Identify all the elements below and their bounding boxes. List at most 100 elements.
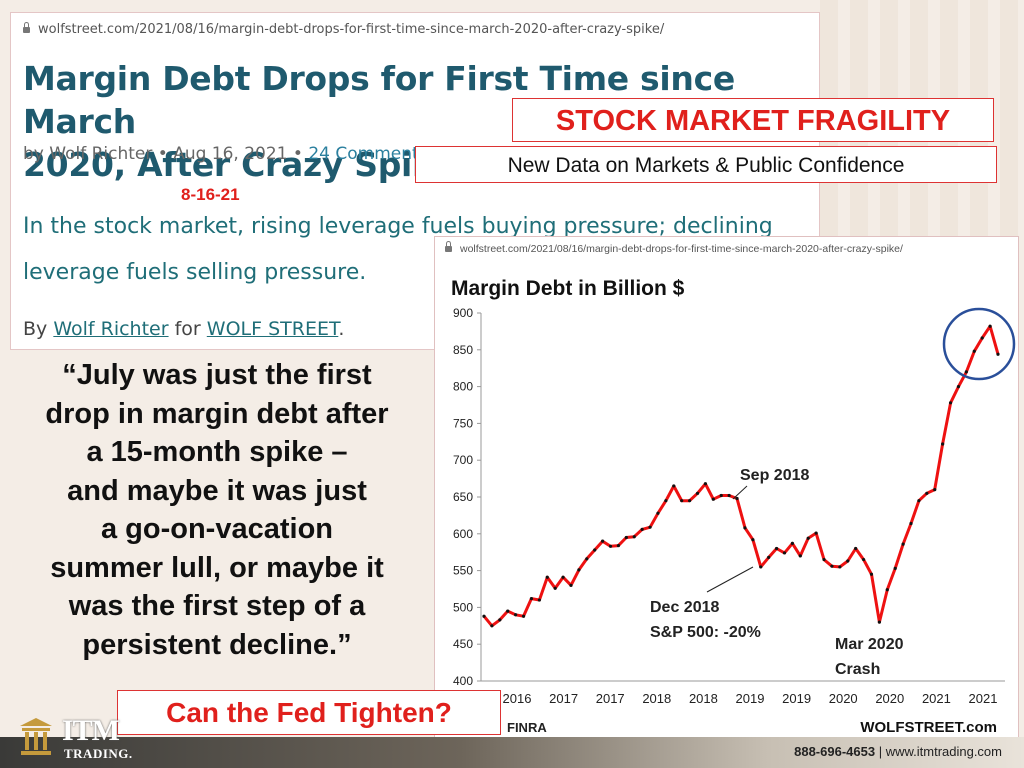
data-point bbox=[577, 568, 581, 572]
y-tick-label: 700 bbox=[453, 453, 473, 467]
x-tick-label: 2021 bbox=[922, 691, 951, 706]
quote-line: drop in margin debt after bbox=[45, 397, 389, 430]
data-point bbox=[925, 491, 929, 495]
data-point bbox=[569, 583, 573, 587]
author-link[interactable]: Wolf Richter bbox=[53, 318, 169, 340]
data-point bbox=[838, 565, 842, 569]
quote-line: persistent decline.” bbox=[82, 628, 352, 661]
data-point bbox=[632, 535, 636, 539]
data-point bbox=[917, 499, 921, 503]
data-point bbox=[624, 535, 628, 540]
data-point bbox=[672, 484, 676, 488]
x-tick-label: 2020 bbox=[875, 691, 904, 706]
y-tick-label: 400 bbox=[453, 674, 473, 688]
data-point bbox=[616, 543, 621, 548]
quote-line: summer lull, or maybe it bbox=[50, 551, 384, 584]
y-tick-label: 650 bbox=[453, 490, 473, 504]
pull-quote: “July was just the first drop in margin … bbox=[0, 356, 434, 664]
y-tick-label: 500 bbox=[453, 600, 473, 614]
slide-title-banner: STOCK MARKET FRAGILITY bbox=[512, 98, 994, 142]
headline-line-2: 2020, After Crazy Spike bbox=[23, 145, 455, 184]
article-url-text[interactable]: wolfstreet.com/2021/08/16/margin-debt-dr… bbox=[38, 22, 665, 37]
x-tick-label: 2017 bbox=[596, 691, 625, 706]
quote-line: was the first step of a bbox=[68, 590, 366, 622]
x-tick-label: 2021 bbox=[969, 691, 998, 706]
data-point bbox=[648, 525, 652, 529]
x-tick-label: 2016 bbox=[503, 691, 532, 706]
article-byline: by Wolf Richter • Aug 16, 2021 • 24 Comm… bbox=[23, 144, 428, 164]
data-point bbox=[956, 385, 961, 389]
chart-card: wolfstreet.com/2021/08/16/margin-debt-dr… bbox=[434, 236, 1019, 744]
data-point bbox=[869, 572, 874, 576]
footer-website[interactable]: www.itmtrading.com bbox=[885, 744, 1002, 759]
data-point bbox=[893, 566, 897, 570]
data-point bbox=[751, 538, 755, 542]
data-point bbox=[608, 544, 613, 548]
fed-callout: Can the Fed Tighten? bbox=[117, 690, 501, 735]
data-point bbox=[774, 546, 779, 551]
itm-logo[interactable]: ITM TRADING. bbox=[18, 712, 138, 768]
y-tick-label: 450 bbox=[453, 637, 473, 651]
y-tick-label: 750 bbox=[453, 416, 473, 430]
data-point bbox=[688, 499, 692, 503]
data-point bbox=[521, 614, 526, 618]
data-point bbox=[537, 598, 541, 602]
date-stamp: 8-16-21 bbox=[181, 185, 240, 204]
data-point bbox=[664, 499, 668, 503]
slide-subtitle-banner: New Data on Markets & Public Confidence bbox=[415, 146, 997, 183]
footer-phone[interactable]: 888-696-4653 bbox=[794, 744, 876, 759]
data-point bbox=[585, 557, 589, 561]
data-point bbox=[885, 588, 889, 592]
annotation-sep-2018: Sep 2018 bbox=[740, 467, 809, 484]
quote-line: a go-on-vacation bbox=[100, 513, 333, 545]
y-tick-label: 550 bbox=[453, 564, 473, 578]
article-lede: In the stock market, rising leverage fue… bbox=[23, 214, 773, 285]
data-point bbox=[759, 565, 763, 569]
article-url[interactable]: wolfstreet.com/2021/08/16/margin-debt-dr… bbox=[23, 22, 664, 37]
chart-url[interactable]: wolfstreet.com/2021/08/16/margin-debt-dr… bbox=[445, 241, 903, 255]
comments-link[interactable]: 24 Comments bbox=[308, 144, 428, 164]
data-point bbox=[964, 370, 968, 374]
data-point bbox=[972, 349, 976, 353]
data-point bbox=[933, 488, 937, 492]
data-point bbox=[498, 618, 502, 622]
annotation-mar-2020: Mar 2020 bbox=[835, 636, 904, 653]
chart-url-text[interactable]: wolfstreet.com/2021/08/16/margin-debt-dr… bbox=[460, 243, 903, 255]
data-point bbox=[695, 491, 700, 495]
data-point bbox=[506, 609, 510, 613]
data-point bbox=[822, 557, 826, 562]
data-point bbox=[743, 526, 747, 530]
chart-watermark: WOLFSTREET.com bbox=[860, 719, 997, 736]
author-prefix: By bbox=[23, 318, 54, 340]
quote-line: a 15-month spike – bbox=[86, 436, 348, 468]
data-point bbox=[545, 575, 549, 579]
data-point bbox=[711, 497, 715, 501]
data-point bbox=[798, 554, 802, 558]
logo-trading-text: TRADING. bbox=[64, 746, 133, 761]
author-end: . bbox=[338, 318, 345, 340]
data-point bbox=[727, 493, 731, 498]
data-point bbox=[988, 324, 992, 328]
footer-contact: 888-696-4653 | www.itmtrading.com bbox=[794, 744, 1002, 759]
byline-separator: • bbox=[152, 144, 174, 164]
y-tick-label: 900 bbox=[453, 306, 473, 320]
series-line bbox=[482, 324, 1000, 628]
data-point bbox=[941, 442, 945, 446]
data-point bbox=[719, 493, 723, 498]
data-point bbox=[601, 539, 605, 543]
data-point bbox=[514, 613, 518, 617]
site-link[interactable]: WOLF STREET bbox=[206, 318, 339, 340]
data-point bbox=[656, 511, 660, 515]
footer-separator: | bbox=[875, 744, 886, 759]
data-point bbox=[782, 551, 787, 555]
author-for: for bbox=[168, 318, 207, 340]
data-point bbox=[593, 548, 597, 552]
y-tick-label: 800 bbox=[453, 380, 473, 394]
annotation-sp500: S&P 500: -20% bbox=[650, 624, 761, 641]
annotation-pointer-sep-2018 bbox=[732, 485, 748, 500]
data-point bbox=[996, 352, 1000, 356]
data-point bbox=[767, 555, 771, 559]
headline-line-1: Margin Debt Drops for First Time since M… bbox=[23, 59, 735, 141]
logo-itm-text: ITM bbox=[62, 714, 120, 747]
data-point bbox=[490, 624, 494, 628]
